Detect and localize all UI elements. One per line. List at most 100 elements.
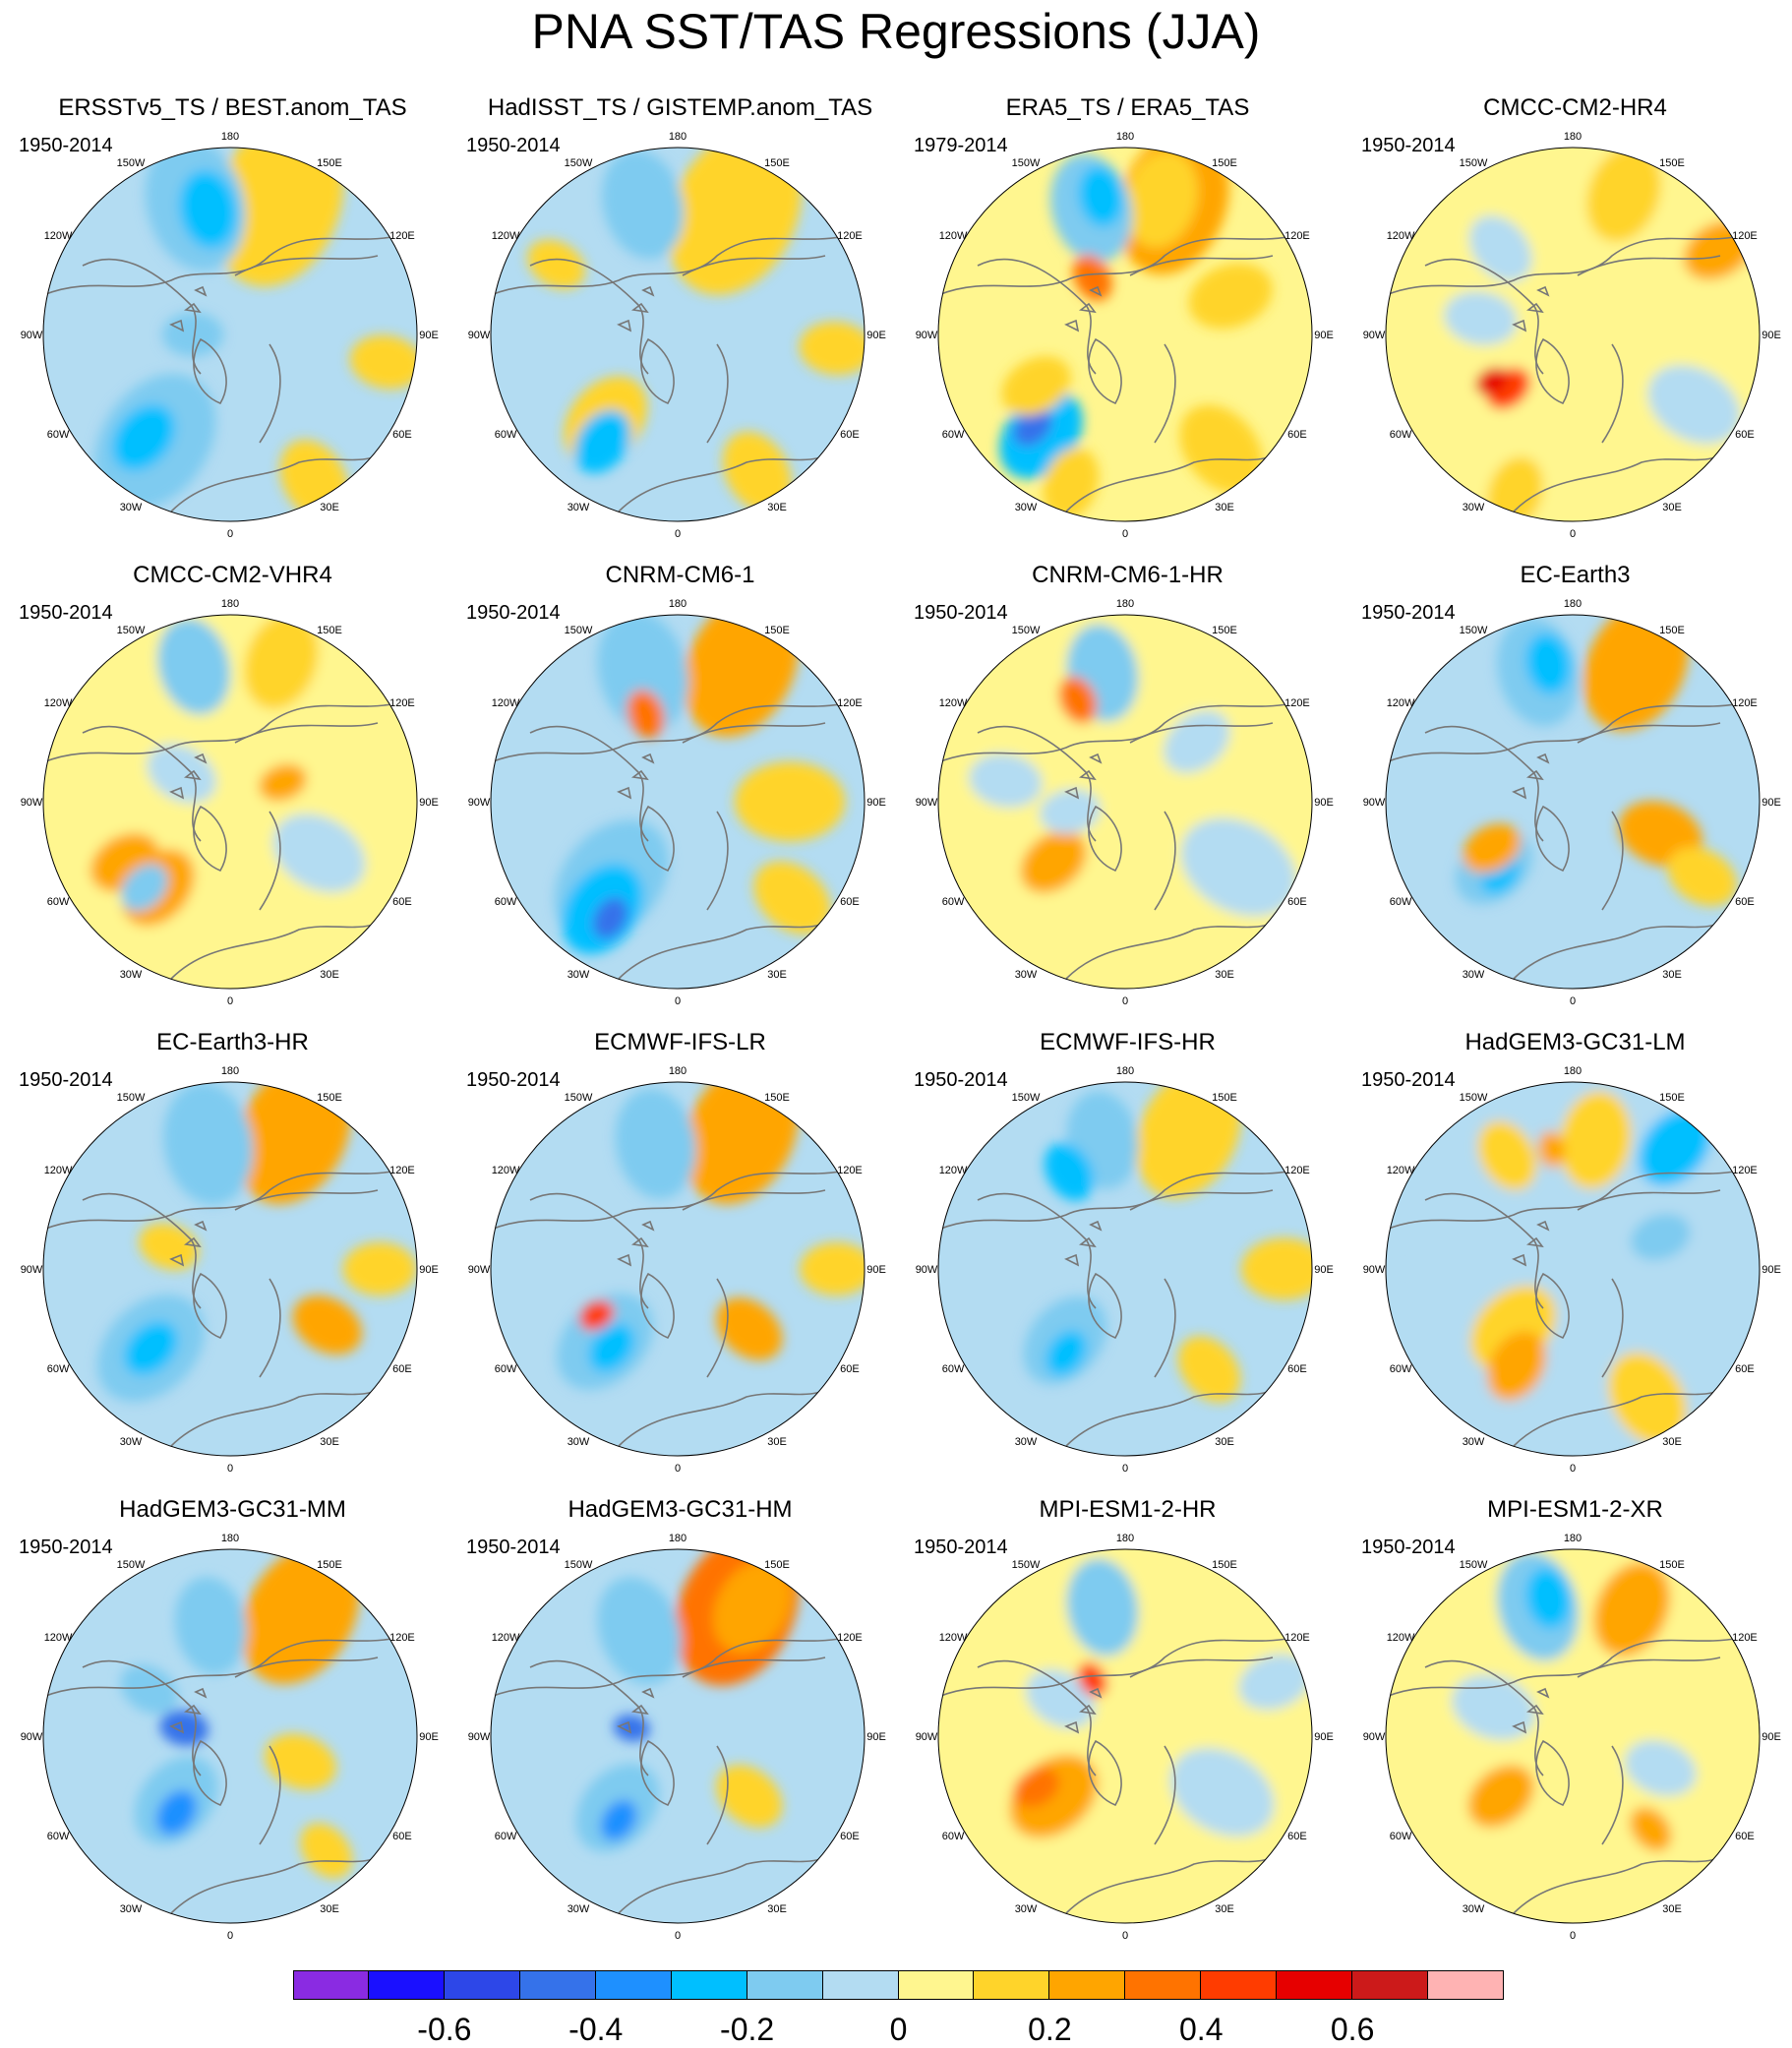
map-panel: CMCC-CM2-HR4 1950-2014 180 150E 120E 90E 60E 30… xyxy=(1351,94,1792,557)
figure-title: PNA SST/TAS Regressions (JJA) xyxy=(531,4,1261,59)
colorbar-box xyxy=(1428,1970,1504,2000)
longitude-label: 30E xyxy=(767,969,787,981)
anomaly-region xyxy=(264,1733,336,1790)
longitude-label: 150E xyxy=(317,1559,342,1571)
polar-map: 180 150E 120E 90E 60E 30E 0 30W 60W 90W 120W 150W xyxy=(21,1065,439,1475)
panel-period: 1950-2014 xyxy=(1361,1069,1456,1091)
panel-period: 1950-2014 xyxy=(19,1536,113,1558)
anomaly-region xyxy=(1039,789,1101,834)
colorbar-tick-label: -0.4 xyxy=(568,2012,624,2047)
map-panel: EC-Earth3 1950-2014 180 150E 120E 90E 60E 30E 0 3… xyxy=(1351,562,1792,1024)
longitude-label: 0 xyxy=(675,528,681,540)
panel-title: MPI-ESM1-2-HR xyxy=(1039,1496,1217,1523)
longitude-label: 90W xyxy=(916,797,938,809)
longitude-label: 120W xyxy=(1387,697,1415,709)
longitude-label: 60W xyxy=(495,1363,517,1375)
longitude-label: 150E xyxy=(1212,1559,1237,1571)
longitude-label: 90E xyxy=(1314,1264,1334,1276)
map-frame xyxy=(490,1081,866,1457)
longitude-label: 90W xyxy=(21,1264,43,1276)
longitude-label: 120E xyxy=(837,230,863,242)
colorbar-tick-label: -0.6 xyxy=(417,2012,472,2047)
longitude-label: 30E xyxy=(1215,1436,1234,1448)
colorbar-box xyxy=(898,1970,975,2000)
longitude-label: 0 xyxy=(675,1930,681,1942)
longitude-label: 60E xyxy=(392,896,412,908)
anomaly-region xyxy=(1188,263,1273,330)
anomaly-region xyxy=(938,615,1312,989)
longitude-label: 90E xyxy=(866,1731,886,1743)
longitude-label: 150E xyxy=(317,1092,342,1104)
longitude-label: 180 xyxy=(1564,1533,1582,1544)
longitude-label: 180 xyxy=(669,1533,687,1544)
longitude-label: 30E xyxy=(1662,969,1682,981)
colorbar-tick-label: -0.2 xyxy=(720,2012,775,2047)
map-frame xyxy=(937,147,1313,522)
longitude-label: 120E xyxy=(389,697,415,709)
longitude-label: 150E xyxy=(317,157,342,169)
panel-period: 1950-2014 xyxy=(914,1536,1008,1558)
anomaly-region xyxy=(1468,215,1532,282)
longitude-label: 30W xyxy=(567,502,590,513)
anomaly-region xyxy=(174,1577,247,1675)
longitude-label: 180 xyxy=(221,131,239,143)
longitude-label: 0 xyxy=(1122,1463,1128,1475)
anomaly-region xyxy=(615,1088,696,1199)
map-frame xyxy=(490,614,866,990)
map-panel: HadISST_TS / GISTEMP.anom_TAS 1950-2014 18… xyxy=(456,94,904,557)
longitude-label: 120W xyxy=(44,1165,73,1176)
anomaly-region xyxy=(1630,1807,1672,1851)
anomaly-region xyxy=(1169,1748,1275,1837)
polar-map: 180 150E 120E 90E 60E 30E 0 30W 60W 90W 120W 150W xyxy=(21,131,439,540)
longitude-label: 30W xyxy=(120,502,143,513)
longitude-label: 60W xyxy=(1390,1831,1412,1842)
map-frame xyxy=(1385,1081,1761,1457)
anomaly-region xyxy=(120,864,168,912)
longitude-label: 90E xyxy=(419,797,439,809)
coastlines xyxy=(938,1170,1293,1447)
map-frame xyxy=(937,1081,1313,1457)
longitude-label: 60W xyxy=(47,1831,70,1842)
map-frame xyxy=(937,1548,1313,1924)
map-panel: ECMWF-IFS-HR 1950-2014 180 150E 120E 90E 60E 30… xyxy=(904,1029,1351,1491)
longitude-label: 120W xyxy=(939,697,968,709)
longitude-label: 30W xyxy=(1463,969,1485,981)
longitude-label: 90E xyxy=(1762,797,1781,809)
longitude-label: 150W xyxy=(1012,1092,1041,1104)
anomaly-region xyxy=(627,690,665,739)
coastlines xyxy=(43,702,398,980)
anomaly-region xyxy=(1077,1661,1107,1697)
map-panel: MPI-ESM1-2-HR 1950-2014 180 150E 120E 90E 60E 3… xyxy=(904,1496,1351,1958)
longitude-label: 30E xyxy=(767,502,787,513)
polar-map: 180 150E 120E 90E 60E 30E 0 30W 60W 90W 120W 150W xyxy=(1363,598,1781,1007)
colorbar-tick-label: 0.6 xyxy=(1330,2012,1375,2047)
coastlines xyxy=(43,1170,398,1447)
anomaly-region xyxy=(342,1242,417,1295)
longitude-label: 150W xyxy=(1460,1092,1488,1104)
panel-title: HadGEM3-GC31-MM xyxy=(119,1496,346,1523)
anomaly-region xyxy=(1537,1130,1566,1168)
anomaly-region xyxy=(1638,1109,1711,1186)
coastlines xyxy=(938,1637,1293,1914)
longitude-label: 60W xyxy=(942,896,965,908)
longitude-label: 30E xyxy=(1662,502,1682,513)
panel-period: 1979-2014 xyxy=(914,135,1008,156)
longitude-label: 30W xyxy=(1015,502,1038,513)
longitude-label: 150E xyxy=(1212,625,1237,636)
longitude-label: 0 xyxy=(1122,528,1128,540)
longitude-label: 0 xyxy=(227,528,233,540)
longitude-label: 120E xyxy=(1732,697,1758,709)
map-panel: HadGEM3-GC31-HM 1950-2014 180 150E 120E 90E 60… xyxy=(456,1496,904,1958)
anomaly-region xyxy=(1477,1120,1537,1190)
longitude-label: 150W xyxy=(565,157,593,169)
longitude-label: 60E xyxy=(392,429,412,441)
longitude-label: 90W xyxy=(1363,797,1386,809)
panel-title: HadISST_TS / GISTEMP.anom_TAS xyxy=(487,94,873,121)
anomaly-region xyxy=(716,1765,783,1828)
longitude-label: 30W xyxy=(567,969,590,981)
panel-title: ECMWF-IFS-HR xyxy=(1040,1029,1216,1055)
anomaly-region xyxy=(161,312,224,357)
longitude-label: 120E xyxy=(1284,1632,1310,1644)
longitude-label: 60W xyxy=(495,1831,517,1842)
longitude-label: 60W xyxy=(942,1363,965,1375)
